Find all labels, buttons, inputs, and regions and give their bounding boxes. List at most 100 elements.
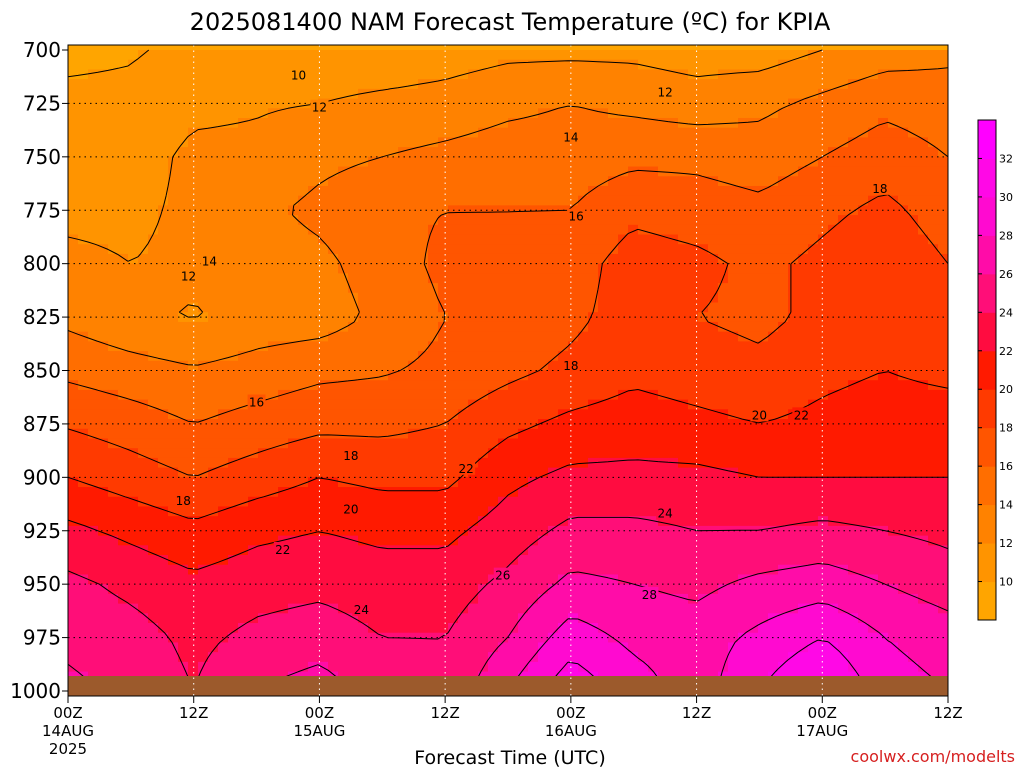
heat-cell	[338, 380, 349, 391]
heat-cell	[578, 137, 589, 148]
heat-cell	[398, 487, 409, 498]
heat-cell	[268, 59, 279, 71]
heat-cell	[778, 399, 789, 410]
heat-cell	[158, 555, 169, 566]
heat-cell	[158, 525, 169, 537]
heat-cell	[388, 370, 399, 381]
heat-cell	[438, 108, 449, 119]
heat-cell	[578, 59, 589, 71]
heat-cell	[148, 273, 159, 284]
heat-cell	[848, 166, 859, 177]
heat-cell	[398, 117, 409, 129]
heat-cell	[168, 215, 179, 226]
heat-cell	[468, 50, 479, 61]
heat-cell	[938, 50, 948, 61]
heat-cell	[578, 380, 589, 391]
heat-cell	[818, 98, 829, 109]
heat-cell	[118, 176, 129, 187]
heat-cell	[288, 457, 299, 469]
heat-cell	[878, 234, 889, 245]
heat-cell	[108, 506, 119, 517]
heat-cell	[748, 448, 759, 459]
heat-cell	[528, 574, 539, 585]
heat-cell	[938, 487, 948, 498]
heat-cell	[198, 156, 209, 168]
heat-cell	[838, 380, 849, 391]
heat-cell	[708, 147, 719, 158]
heat-cell	[598, 380, 609, 391]
heat-cell	[768, 273, 779, 284]
heat-cell	[358, 156, 369, 168]
heat-cell	[798, 370, 809, 381]
heat-cell	[688, 205, 699, 216]
heat-cell	[808, 215, 819, 226]
heat-cell	[758, 477, 769, 488]
heat-cell	[668, 292, 679, 304]
heat-cell	[68, 224, 79, 236]
heat-cell	[328, 117, 339, 129]
heat-cell	[328, 409, 339, 420]
heat-cell	[508, 409, 519, 420]
heat-cell	[418, 438, 429, 449]
heat-cell	[268, 166, 279, 177]
heat-cell	[408, 399, 419, 410]
heat-cell	[768, 215, 779, 226]
heat-cell	[878, 253, 889, 265]
heat-cell	[88, 273, 99, 284]
heat-cell	[828, 253, 839, 265]
heat-cell	[398, 457, 409, 469]
heat-cell	[598, 331, 609, 342]
heat-cell	[898, 108, 909, 119]
heat-cell	[198, 50, 209, 61]
heat-cell	[648, 292, 659, 304]
heat-cell	[358, 457, 369, 469]
heat-cell	[268, 535, 279, 546]
heat-cell	[468, 224, 479, 236]
heat-cell	[318, 215, 329, 226]
heat-cell	[148, 321, 159, 333]
heat-cell	[268, 79, 279, 90]
heat-cell	[338, 166, 349, 177]
heat-cell	[288, 438, 299, 449]
heat-cell	[348, 457, 359, 469]
heat-cell	[798, 176, 809, 187]
heat-cell	[248, 88, 259, 100]
heat-cell	[878, 147, 889, 158]
heat-cell	[318, 69, 329, 80]
heat-cell	[618, 399, 629, 410]
heat-cell	[638, 79, 649, 90]
heat-cell	[188, 50, 199, 61]
heat-cell	[458, 302, 469, 313]
heat-cell	[878, 263, 889, 274]
heat-cell	[548, 302, 559, 313]
heat-cell	[918, 50, 929, 61]
heat-cell	[738, 292, 749, 304]
heat-cell	[418, 283, 429, 294]
heat-cell	[488, 273, 499, 284]
heat-cell	[448, 176, 459, 187]
heat-cell	[198, 234, 209, 245]
heat-cell	[238, 69, 249, 80]
heat-cell	[818, 215, 829, 226]
heat-cell	[408, 156, 419, 168]
heat-cell	[668, 496, 679, 508]
heat-cell	[418, 224, 429, 236]
heat-cell	[688, 516, 699, 527]
heat-cell	[728, 263, 739, 274]
heat-cell	[688, 195, 699, 206]
heat-cell	[568, 341, 579, 352]
heat-cell	[898, 88, 909, 100]
heat-cell	[488, 69, 499, 80]
heat-cell	[578, 496, 589, 508]
heat-cell	[558, 584, 569, 595]
heat-cell	[808, 564, 819, 576]
heat-cell	[858, 341, 869, 352]
heat-cell	[928, 341, 939, 352]
heat-cell	[278, 88, 289, 100]
heat-cell	[88, 283, 99, 294]
heat-cell	[848, 321, 859, 333]
heat-cell	[218, 263, 229, 274]
heat-cell	[248, 331, 259, 342]
heat-cell	[368, 88, 379, 100]
heat-cell	[898, 448, 909, 459]
